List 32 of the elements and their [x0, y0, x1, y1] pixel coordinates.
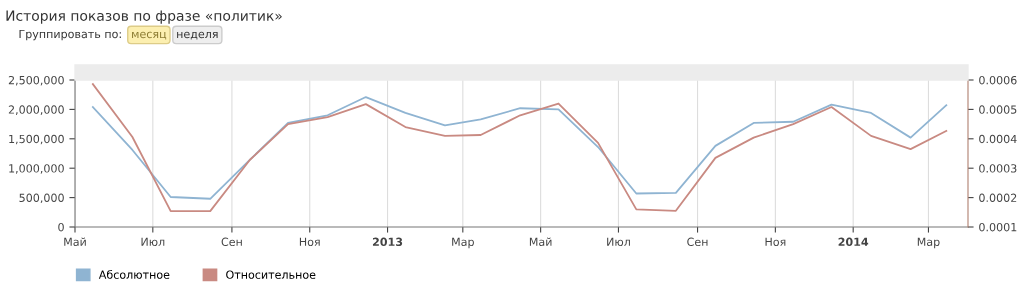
text: месяц — [132, 31, 167, 40]
line-series — [91, 83, 948, 213]
y-tick-label: 2,500,000 — [8, 75, 64, 86]
legend-label: Относительное — [226, 270, 316, 279]
x-tick-label: 2014 — [838, 237, 869, 247]
legend-label: Абсолютное — [98, 270, 170, 279]
x-tick-label: Сен — [687, 237, 708, 247]
x-tick-label: Ноя — [765, 237, 786, 247]
x-tick-label: Сен — [221, 237, 242, 247]
x-tick-label: Мар — [917, 237, 940, 249]
x-tick-label: Май — [529, 237, 552, 247]
y-tick-label: 0 — [58, 222, 64, 232]
x-tick-label: 2013 — [372, 237, 403, 247]
y-tick-label: 1,500,000 — [9, 134, 64, 145]
y-tick-label: 1,000,000 — [9, 164, 64, 174]
chart-title: История показов по фразе «политик» — [6, 10, 282, 24]
y2-tick-label: 0.0001 — [979, 222, 1017, 232]
y2-tick-label: 0.0005 — [979, 105, 1017, 114]
x-tick-label: Май — [64, 237, 86, 247]
x-tick-label: Июл — [141, 237, 165, 247]
x-tick-label: Мар — [452, 237, 474, 249]
line-series — [91, 96, 948, 200]
x-tick-label: Ноя — [299, 237, 320, 247]
y2-tick-label: 0.0003 — [979, 164, 1017, 173]
y-tick-label: 500,000 — [19, 193, 64, 204]
x-tick-label: Июл — [607, 237, 630, 247]
y2-tick-label: 0.0004 — [979, 134, 1017, 144]
y2-tick-label: 0.0006 — [979, 75, 1017, 85]
y-tick-label: 2,000,000 — [8, 105, 64, 115]
y2-tick-label: 0.0002 — [979, 193, 1017, 202]
text: Группировать по: — [19, 29, 121, 41]
text: неделя — [177, 31, 218, 40]
